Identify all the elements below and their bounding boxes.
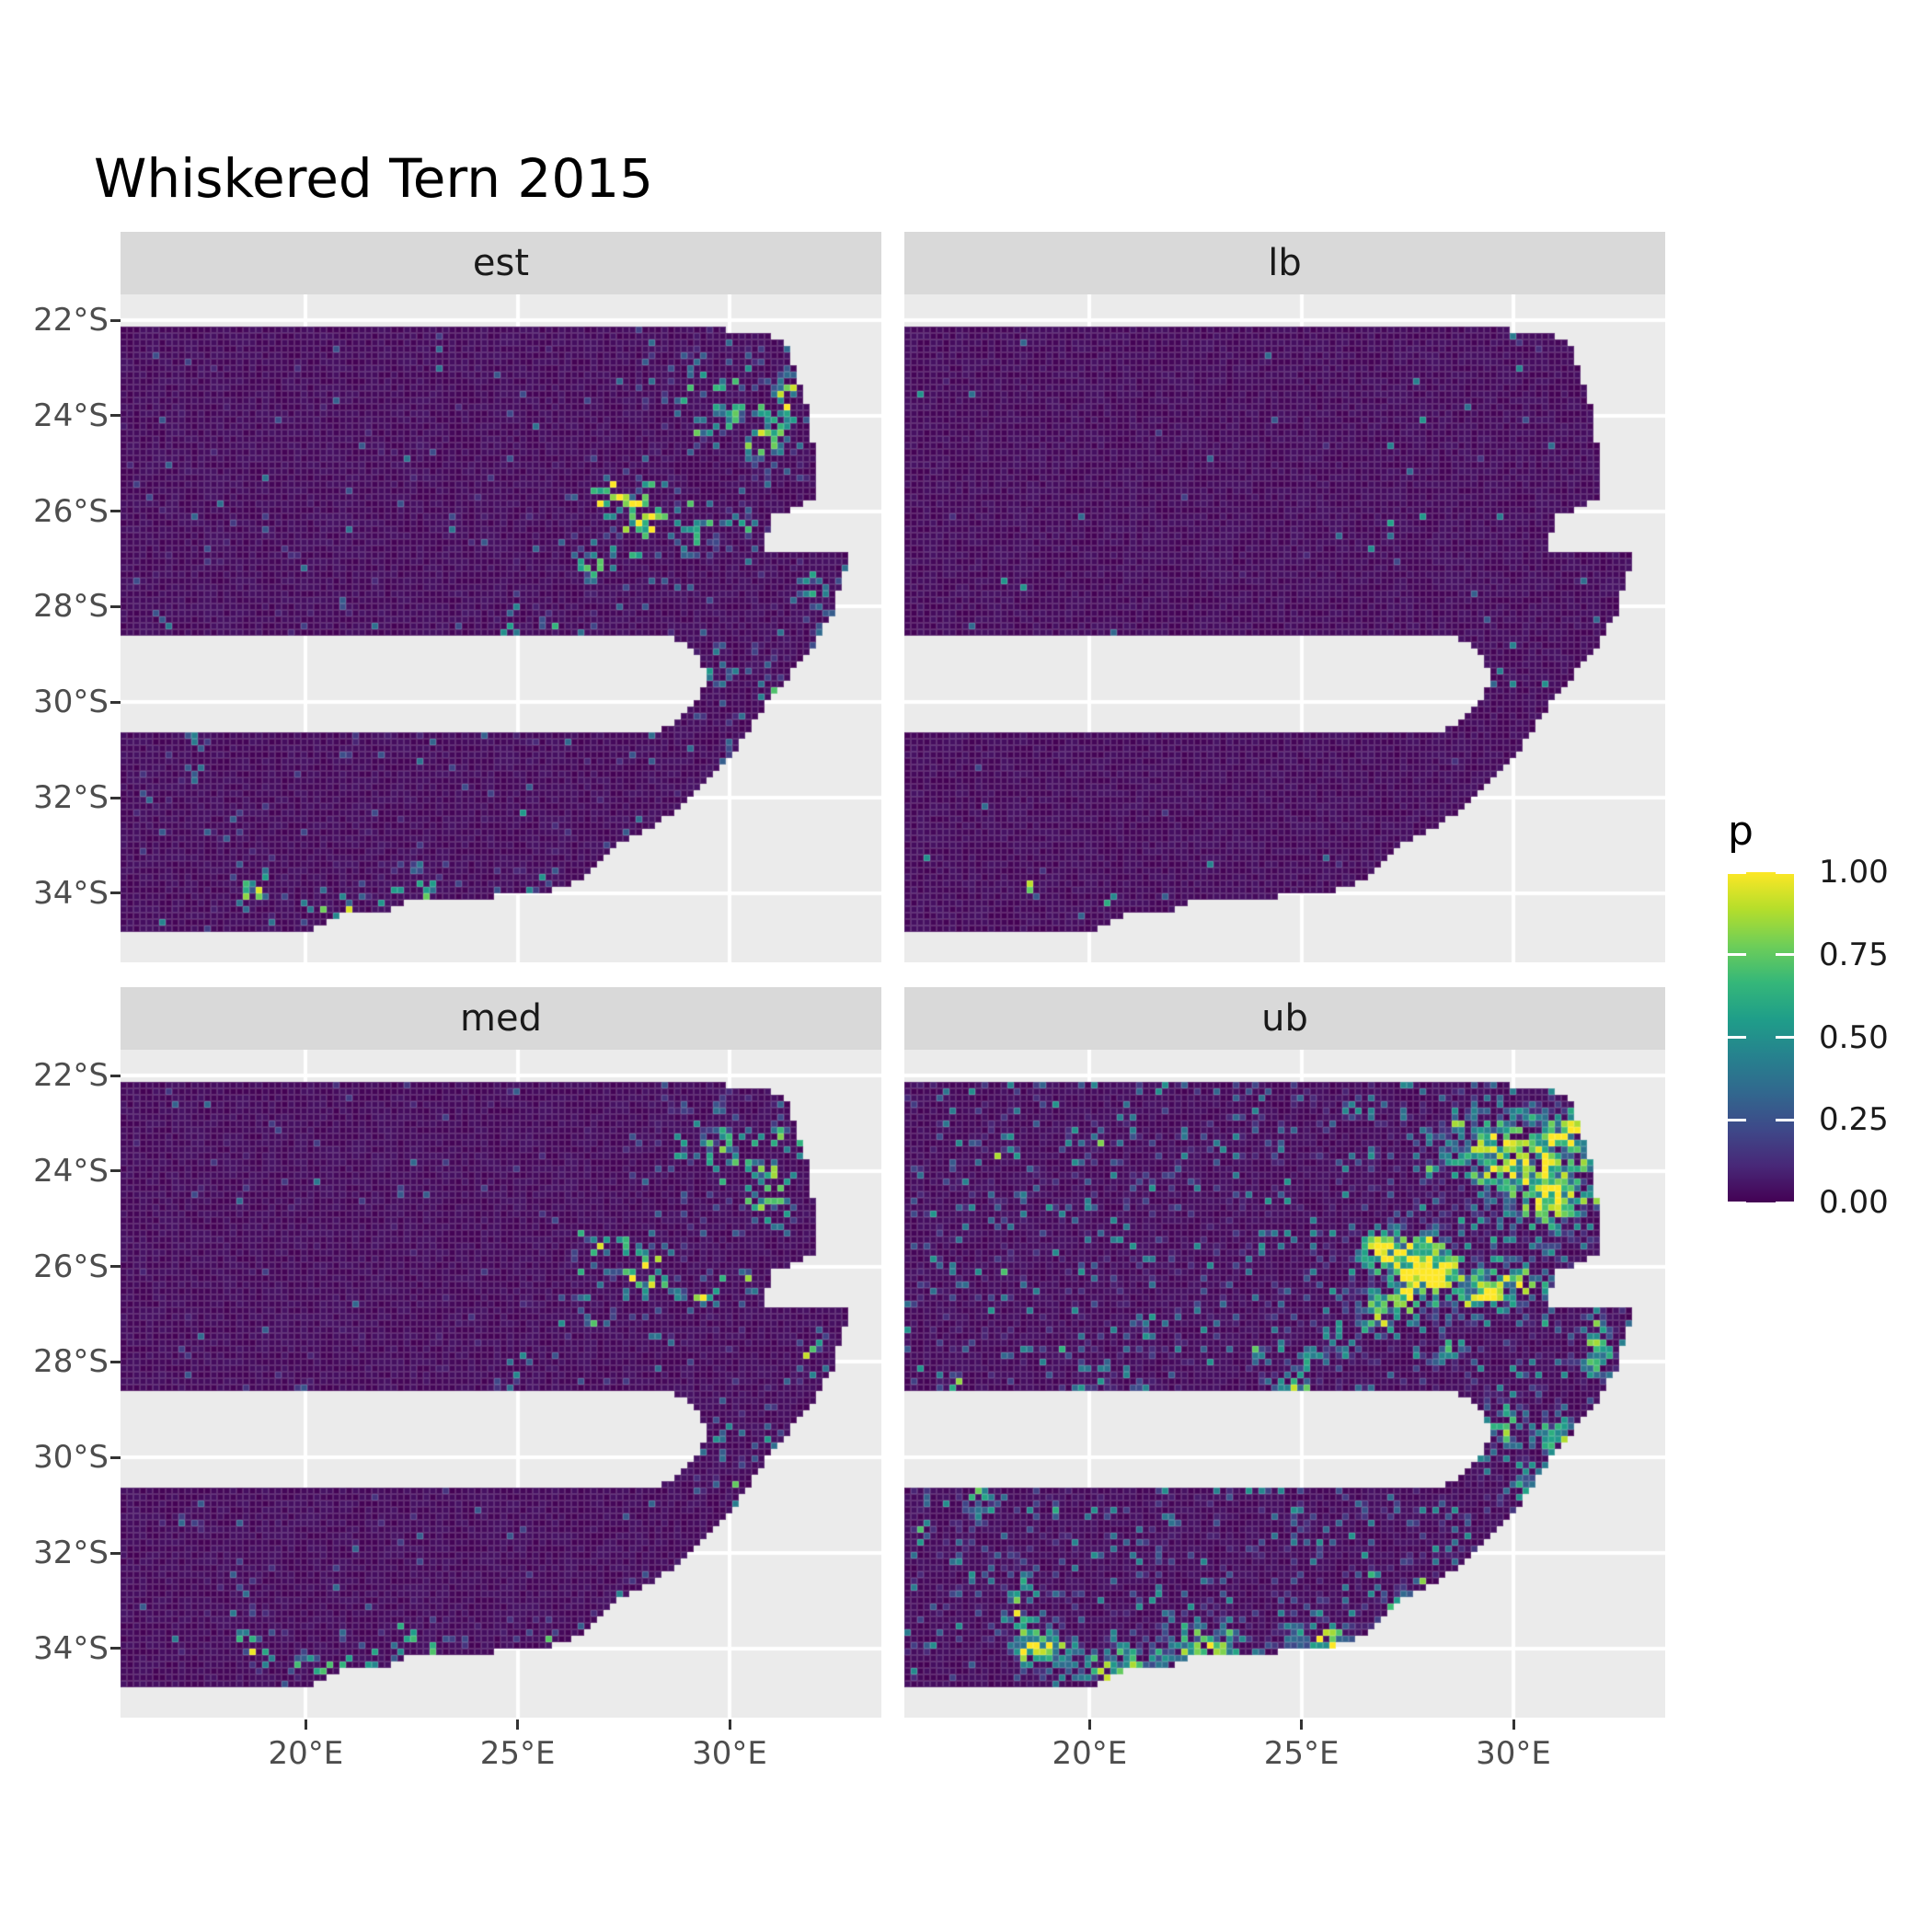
facet-strip-ub: ub	[904, 987, 1665, 1050]
facet-strip-est: est	[121, 232, 881, 294]
facet-strip-med: med	[121, 987, 881, 1050]
y-axis-label: 32°S	[33, 1535, 109, 1572]
legend-label: 1.00	[1819, 854, 1889, 891]
legend-tick-mark	[1776, 953, 1794, 957]
legend-tick-mark	[1776, 1118, 1794, 1121]
x-axis-label: 30°E	[1476, 1735, 1551, 1772]
x-axis-tick	[516, 1719, 520, 1730]
y-axis-label: 34°S	[33, 874, 109, 912]
y-axis-tick	[110, 604, 121, 608]
y-axis-label: 24°S	[33, 1152, 109, 1190]
plot-title: Whiskered Tern 2015	[94, 147, 654, 210]
x-axis-label: 25°E	[1263, 1735, 1340, 1772]
y-axis-tick	[110, 1074, 121, 1077]
y-axis-label: 34°S	[33, 1629, 109, 1667]
legend-colorbar	[1728, 872, 1794, 1202]
y-axis-label: 22°S	[33, 1057, 109, 1095]
facet-strip-label-med: med	[460, 997, 542, 1040]
legend-label: 0.75	[1819, 936, 1889, 973]
facet-strip-label-lb: lb	[1268, 242, 1302, 284]
legend-tick-mark	[1776, 1036, 1794, 1039]
x-axis-tick	[728, 1719, 731, 1730]
y-axis-label: 28°S	[33, 1343, 109, 1381]
y-axis-tick	[110, 1169, 121, 1173]
y-axis-label: 24°S	[33, 397, 109, 434]
legend-label: 0.00	[1819, 1184, 1889, 1221]
legend-tick-mark	[1728, 1036, 1746, 1039]
legend-tick-mark	[1728, 872, 1746, 874]
x-axis-label: 30°E	[692, 1735, 767, 1772]
legend-title: p	[1728, 808, 1754, 855]
facet-strip-label-ub: ub	[1261, 997, 1308, 1040]
y-axis-label: 30°S	[33, 1439, 109, 1477]
legend-label: 0.50	[1819, 1018, 1889, 1056]
facet-strip-lb: lb	[904, 232, 1665, 294]
y-axis-label: 22°S	[33, 302, 109, 339]
x-axis-tick	[1512, 1719, 1515, 1730]
y-axis-tick	[110, 414, 121, 418]
y-axis-tick	[110, 700, 121, 704]
facet-panel-ub	[904, 1050, 1665, 1718]
y-axis-label: 26°S	[33, 1248, 109, 1285]
x-axis-label: 20°E	[268, 1735, 344, 1772]
facet-panel-est	[121, 294, 881, 962]
y-axis-tick	[110, 891, 121, 895]
y-axis-label: 28°S	[33, 588, 109, 626]
y-axis-tick	[110, 1265, 121, 1269]
y-axis-tick	[110, 1647, 121, 1650]
y-axis-tick	[110, 318, 121, 322]
facet-strip-label-est: est	[472, 242, 530, 284]
x-axis-tick	[1087, 1719, 1091, 1730]
y-axis-tick	[110, 1360, 121, 1363]
x-axis-label: 20°E	[1052, 1735, 1128, 1772]
legend-tick-mark	[1776, 872, 1794, 874]
legend-tick-mark	[1728, 1118, 1746, 1121]
y-axis-label: 32°S	[33, 779, 109, 817]
legend-tick-mark	[1728, 1201, 1746, 1202]
facet-panel-lb	[904, 294, 1665, 962]
legend-tick-mark	[1776, 1201, 1794, 1202]
y-axis-tick	[110, 1455, 121, 1459]
y-axis-label: 26°S	[33, 492, 109, 530]
x-axis-label: 25°E	[479, 1735, 556, 1772]
y-axis-label: 30°S	[33, 684, 109, 721]
facet-panel-med	[121, 1050, 881, 1718]
x-axis-tick	[1300, 1719, 1304, 1730]
y-axis-tick	[110, 796, 121, 799]
y-axis-tick	[110, 510, 121, 513]
x-axis-tick	[304, 1719, 307, 1730]
legend-tick-mark	[1728, 953, 1746, 957]
y-axis-tick	[110, 1551, 121, 1555]
legend-label: 0.25	[1819, 1101, 1889, 1139]
